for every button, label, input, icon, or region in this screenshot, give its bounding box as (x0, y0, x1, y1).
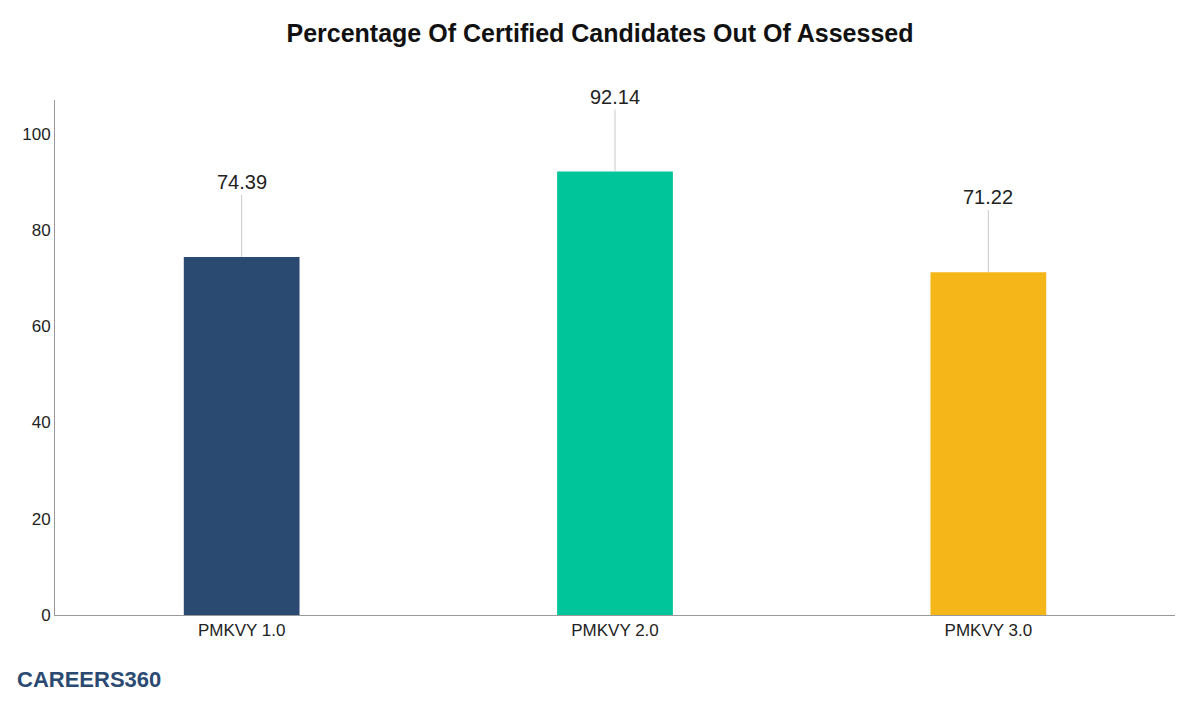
svg-text:PMKVY 1.0: PMKVY 1.0 (198, 621, 286, 640)
svg-text:20: 20 (32, 510, 51, 529)
svg-text:CAREERS360: CAREERS360 (17, 667, 161, 692)
svg-text:Percentage Of Certified Candid: Percentage Of Certified Candidates Out O… (286, 19, 913, 47)
svg-text:PMKVY 3.0: PMKVY 3.0 (945, 621, 1033, 640)
svg-text:71.22: 71.22 (963, 186, 1013, 208)
svg-text:80: 80 (32, 221, 51, 240)
svg-text:74.39: 74.39 (217, 171, 267, 193)
svg-text:100: 100 (22, 125, 50, 144)
svg-text:40: 40 (32, 413, 51, 432)
svg-text:0: 0 (41, 606, 50, 625)
svg-text:92.14: 92.14 (590, 86, 640, 108)
svg-text:60: 60 (32, 317, 51, 336)
svg-text:PMKVY 2.0: PMKVY 2.0 (571, 621, 659, 640)
